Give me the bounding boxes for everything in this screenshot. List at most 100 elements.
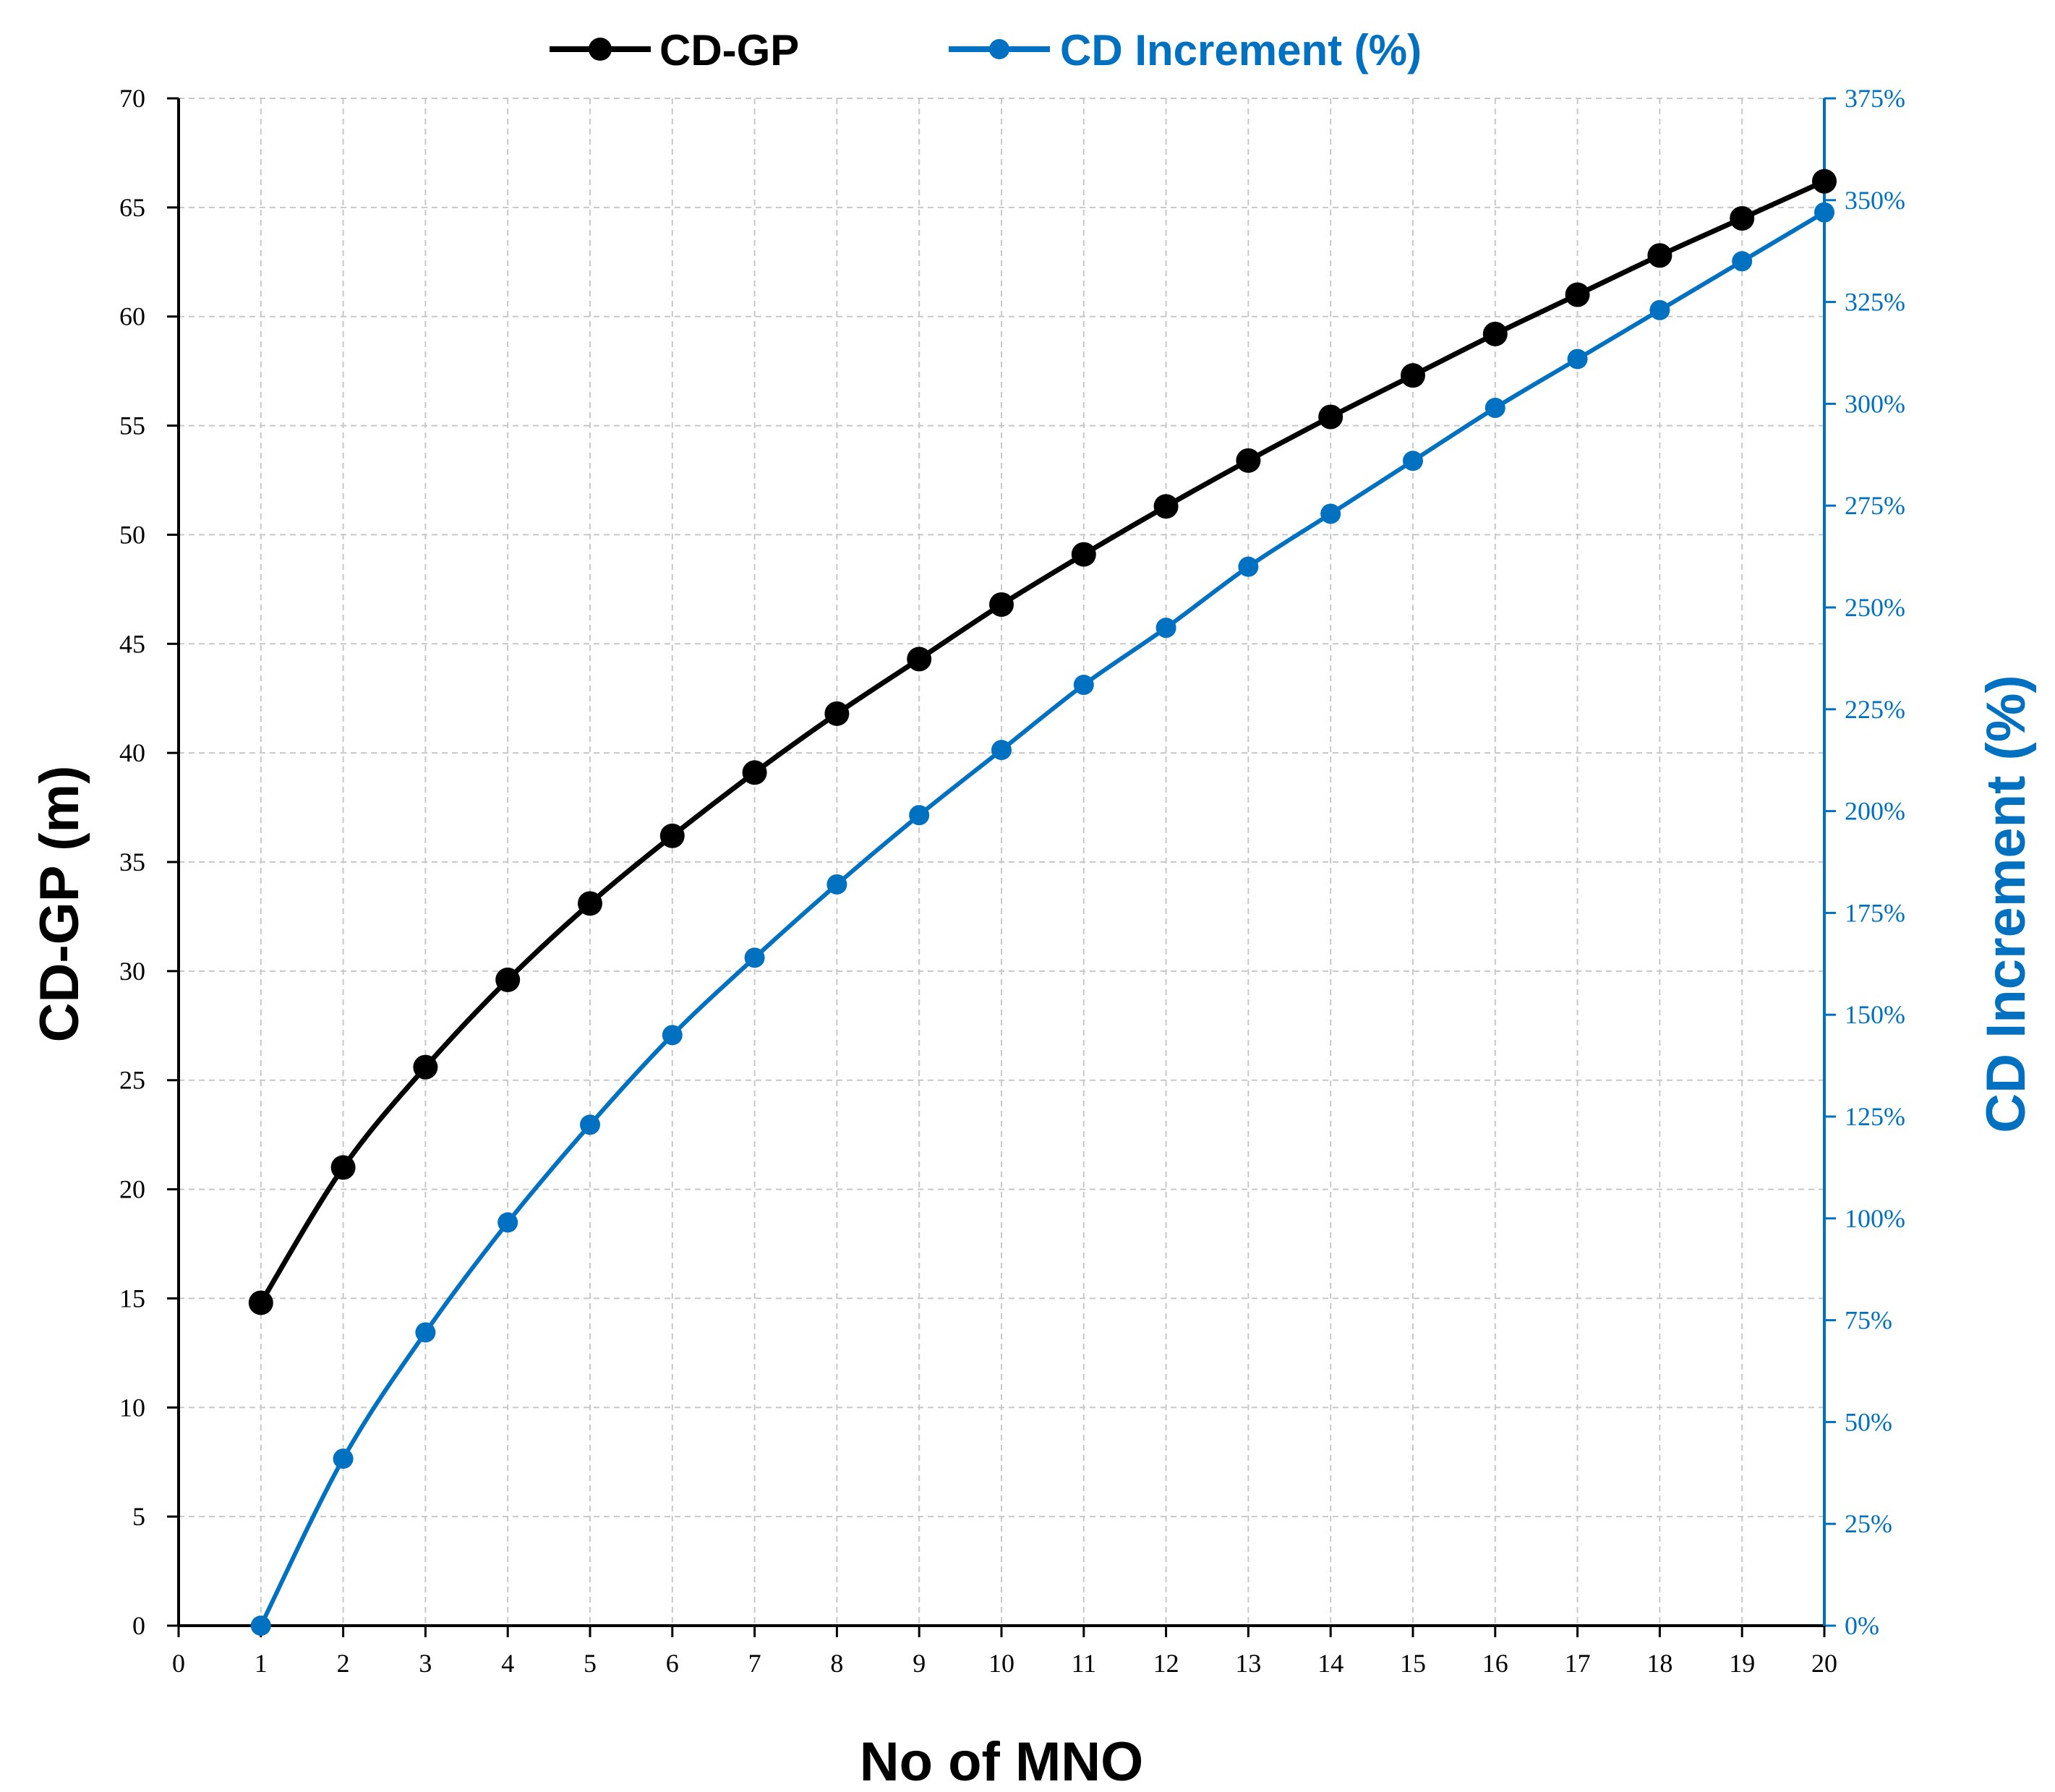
y-left-tick-label: 45 bbox=[119, 629, 145, 658]
data-point-cdgp bbox=[248, 1290, 273, 1315]
x-tick-label: 12 bbox=[1153, 1649, 1179, 1678]
data-point-cdgp bbox=[495, 967, 521, 992]
data-point-cdgp bbox=[1730, 205, 1755, 231]
y-right-tick-label: 125% bbox=[1845, 1102, 1905, 1131]
y-right-tick-label: 75% bbox=[1845, 1306, 1892, 1335]
data-point-increment bbox=[1567, 349, 1588, 370]
data-point-cdgp bbox=[907, 647, 932, 672]
x-tick-label: 14 bbox=[1317, 1649, 1343, 1678]
y-left-tick-label: 5 bbox=[132, 1502, 145, 1531]
y-left-tick-label: 60 bbox=[119, 302, 145, 331]
y-right-tick-label: 200% bbox=[1845, 797, 1905, 826]
data-point-increment bbox=[991, 740, 1012, 761]
data-point-increment bbox=[250, 1616, 271, 1636]
y-right-tick-label: 25% bbox=[1845, 1509, 1892, 1538]
data-point-cdgp bbox=[989, 592, 1014, 617]
data-point-increment bbox=[1732, 251, 1753, 272]
axes bbox=[167, 97, 1836, 1637]
legend-label-increment: CD Increment (%) bbox=[1060, 26, 1422, 74]
legend-marker-increment bbox=[989, 39, 1009, 59]
data-point-cdgp bbox=[1812, 168, 1837, 194]
data-point-cdgp bbox=[578, 891, 602, 916]
series-cdgp bbox=[248, 168, 1837, 1315]
x-tick-label: 0 bbox=[172, 1649, 185, 1678]
data-point-cdgp bbox=[742, 760, 767, 785]
y-right-tick-label: 150% bbox=[1845, 1000, 1905, 1029]
y-left-tick-label: 65 bbox=[119, 193, 145, 222]
y-right-tick-label: 225% bbox=[1845, 695, 1905, 724]
x-tick-label: 4 bbox=[501, 1649, 514, 1678]
legend: CD-GP CD Increment (%) bbox=[550, 26, 1422, 74]
y-right-axis-title: CD Increment (%) bbox=[1975, 675, 2037, 1132]
y-left-tick-label: 50 bbox=[119, 520, 145, 549]
data-point-cdgp bbox=[824, 701, 850, 726]
y-right-tick-label: 0% bbox=[1845, 1611, 1879, 1640]
x-tick-label: 18 bbox=[1646, 1649, 1672, 1678]
y-right-tick-label: 300% bbox=[1845, 389, 1905, 418]
data-point-increment bbox=[415, 1322, 436, 1343]
y-right-tick-label: 50% bbox=[1845, 1407, 1892, 1436]
y-left-tick-label: 40 bbox=[119, 738, 145, 767]
data-point-cdgp bbox=[1565, 282, 1590, 307]
x-tick-label: 19 bbox=[1729, 1649, 1755, 1678]
y-left-tick-label: 15 bbox=[119, 1284, 145, 1313]
y-left-tick-label: 55 bbox=[119, 411, 145, 440]
data-point-cdgp bbox=[1318, 404, 1343, 430]
data-point-cdgp bbox=[330, 1155, 356, 1180]
data-point-increment bbox=[662, 1025, 683, 1046]
data-point-increment bbox=[1073, 675, 1094, 696]
data-point-increment bbox=[1238, 556, 1259, 577]
series-line-increment bbox=[259, 210, 1826, 1627]
x-tick-label: 15 bbox=[1400, 1649, 1426, 1678]
series-increment bbox=[250, 202, 1834, 1636]
data-point-increment bbox=[1320, 503, 1341, 524]
data-point-increment bbox=[333, 1448, 354, 1469]
data-point-increment bbox=[1403, 451, 1423, 472]
data-point-increment bbox=[909, 805, 930, 826]
y-left-axis-title: CD-GP (m) bbox=[29, 766, 90, 1043]
y-left-tick-label: 30 bbox=[119, 957, 145, 986]
x-tick-label: 17 bbox=[1565, 1649, 1591, 1678]
y-right-tick-label: 100% bbox=[1845, 1204, 1905, 1233]
y-right-tick-label: 375% bbox=[1845, 84, 1905, 113]
y-right-tick-label: 250% bbox=[1845, 593, 1905, 622]
grid bbox=[179, 98, 1825, 1626]
data-point-cdgp bbox=[1647, 243, 1672, 268]
x-tick-label: 5 bbox=[584, 1649, 597, 1678]
legend-marker-cdgp bbox=[589, 38, 612, 61]
series bbox=[248, 168, 1837, 1636]
data-point-cdgp bbox=[1153, 494, 1179, 519]
tick-labels: 05101520253035404550556065700%25%50%75%1… bbox=[119, 84, 1905, 1678]
data-point-cdgp bbox=[1401, 363, 1425, 388]
y-right-tick-label: 175% bbox=[1845, 898, 1905, 927]
legend-label-cdgp: CD-GP bbox=[659, 26, 799, 74]
y-right-tick-label: 325% bbox=[1845, 288, 1905, 317]
x-tick-label: 10 bbox=[988, 1649, 1014, 1678]
data-point-cdgp bbox=[659, 823, 685, 848]
x-tick-label: 6 bbox=[666, 1649, 679, 1678]
y-right-tick-label: 275% bbox=[1845, 491, 1905, 520]
x-tick-label: 7 bbox=[748, 1649, 761, 1678]
data-point-increment bbox=[497, 1212, 518, 1233]
x-tick-label: 13 bbox=[1235, 1649, 1261, 1678]
data-point-increment bbox=[1814, 202, 1834, 223]
data-point-increment bbox=[1484, 398, 1505, 419]
x-tick-label: 2 bbox=[337, 1649, 350, 1678]
y-left-tick-label: 20 bbox=[119, 1175, 145, 1204]
data-point-cdgp bbox=[1236, 448, 1261, 473]
x-axis-title: No of MNO bbox=[860, 1731, 1144, 1792]
x-tick-label: 8 bbox=[830, 1649, 843, 1678]
y-left-tick-label: 25 bbox=[119, 1066, 145, 1095]
x-tick-label: 1 bbox=[255, 1649, 268, 1678]
y-right-tick-label: 350% bbox=[1845, 186, 1905, 215]
x-tick-label: 9 bbox=[913, 1649, 926, 1678]
data-point-increment bbox=[744, 947, 765, 968]
x-tick-label: 20 bbox=[1811, 1649, 1837, 1678]
data-point-cdgp bbox=[1482, 321, 1508, 346]
y-left-tick-label: 0 bbox=[132, 1611, 145, 1640]
y-left-tick-label: 70 bbox=[119, 84, 145, 113]
data-point-cdgp bbox=[413, 1054, 438, 1080]
data-point-increment bbox=[826, 874, 847, 895]
data-point-increment bbox=[580, 1114, 600, 1135]
